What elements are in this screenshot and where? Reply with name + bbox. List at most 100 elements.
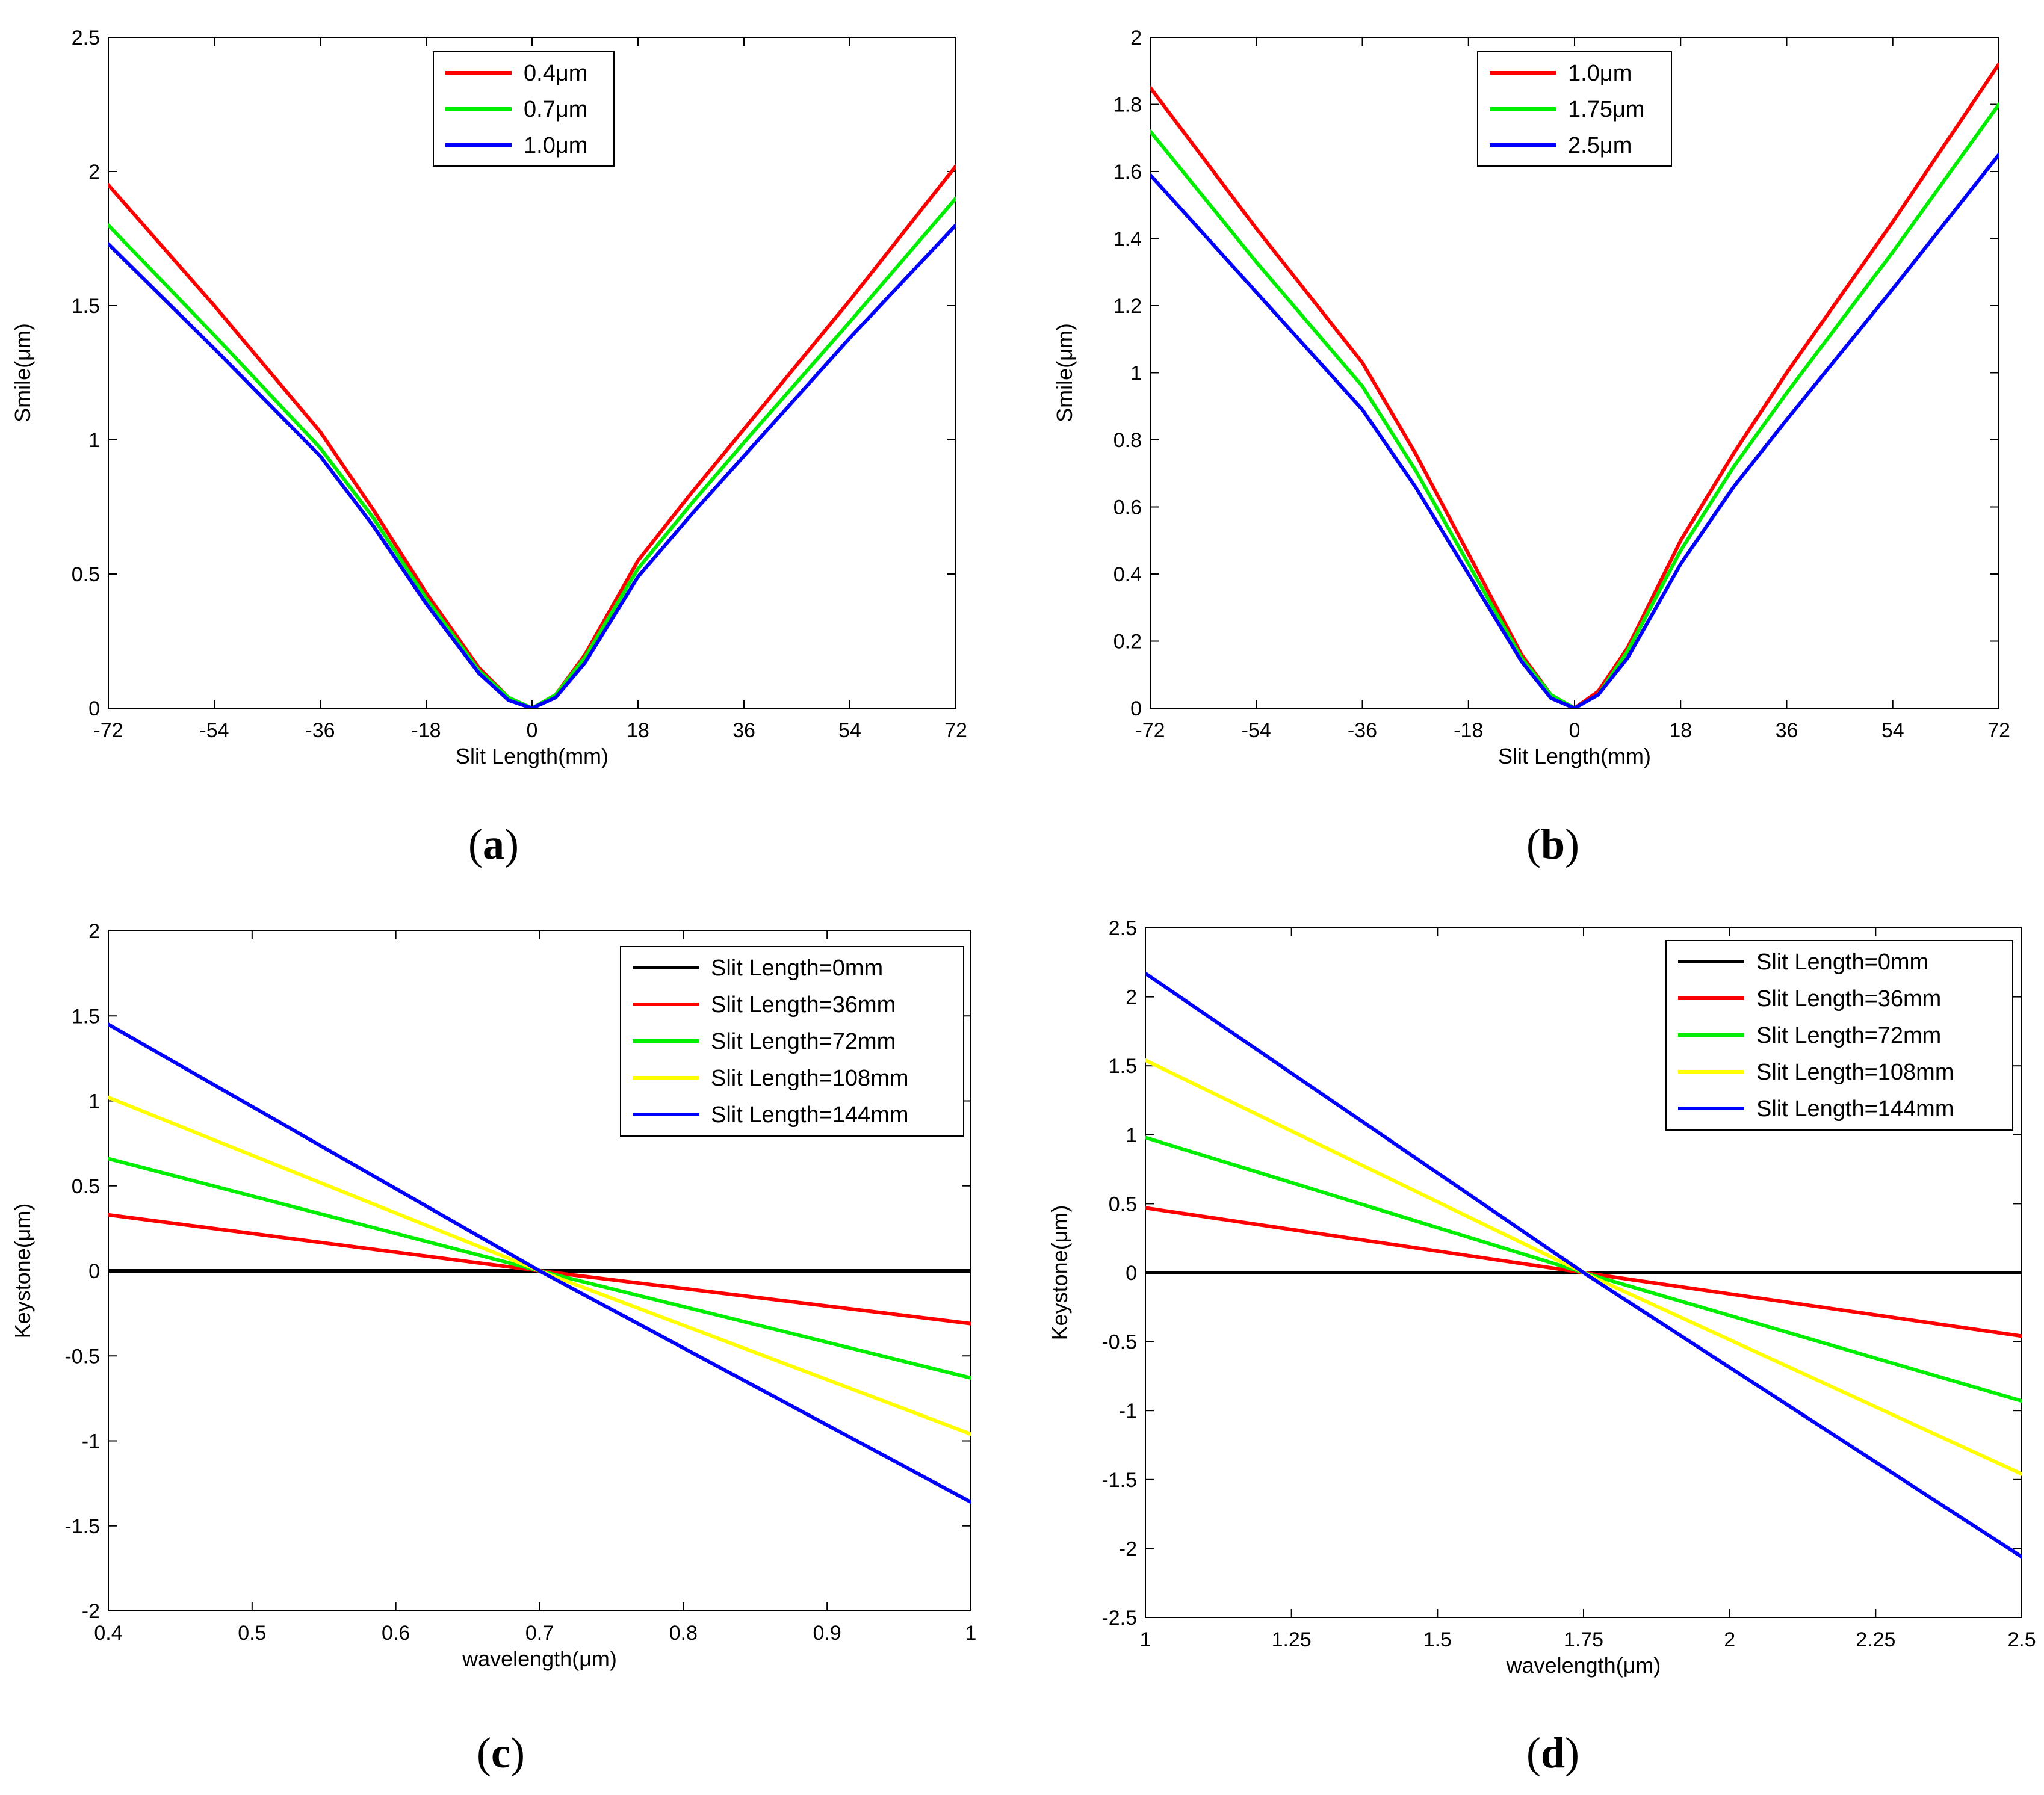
x-tick-label: 1 bbox=[965, 1622, 977, 1645]
y-tick-label: 0 bbox=[1126, 1262, 1137, 1285]
x-tick-label: -54 bbox=[1242, 719, 1271, 742]
series-group bbox=[108, 1022, 971, 1504]
legend-label: Slit Length=108mm bbox=[1756, 1060, 1954, 1085]
panel-c: 0.4 0.5 0.6 0.7 0.8 0.9 1 -2 -1.5 -1 -0.5 0 0.5 1 1.5 2… bbox=[10, 920, 976, 1777]
y-tick-label: 0.8 bbox=[1113, 429, 1142, 452]
x-axis-label: wavelength(μm) bbox=[1506, 1653, 1661, 1678]
series-line bbox=[108, 164, 956, 708]
y-tick-label: 1 bbox=[1126, 1124, 1137, 1147]
y-tick-label: 1.8 bbox=[1113, 94, 1142, 117]
y-tick-label: -2 bbox=[82, 1600, 100, 1623]
x-tick-label: 2.5 bbox=[2007, 1628, 2036, 1651]
x-tick-label: -36 bbox=[305, 719, 335, 742]
x-tick-label: 72 bbox=[1987, 719, 2010, 742]
y-tick-label: -0.5 bbox=[64, 1345, 100, 1368]
legend-label: 1.0μm bbox=[524, 133, 587, 158]
series-group bbox=[108, 164, 956, 708]
y-tick-label: 0 bbox=[88, 697, 100, 720]
x-tick-label: 2.25 bbox=[1856, 1628, 1895, 1651]
x-tick-label: 0.9 bbox=[813, 1622, 841, 1645]
x-tick-label: 2 bbox=[1724, 1628, 1735, 1651]
x-tick-label: -72 bbox=[1135, 719, 1165, 742]
panel-caption: (b) bbox=[1526, 820, 1579, 868]
x-tick-label: 1.75 bbox=[1564, 1628, 1603, 1651]
panel-caption: (c) bbox=[477, 1729, 525, 1777]
y-tick-label: 1.6 bbox=[1113, 161, 1142, 184]
series-group bbox=[1145, 971, 2022, 1559]
x-tick-label: 0.4 bbox=[94, 1622, 122, 1645]
legend-label: 1.75μm bbox=[1568, 97, 1645, 122]
series-line bbox=[108, 223, 956, 708]
legend: Slit Length=0mm Slit Length=36mm Slit Leng… bbox=[1665, 940, 2013, 1131]
x-tick-label: 18 bbox=[627, 719, 649, 742]
y-tick-label: 1 bbox=[1130, 362, 1142, 385]
x-tick-label: -18 bbox=[1454, 719, 1483, 742]
x-tick-label: 54 bbox=[838, 719, 861, 742]
y-tick-label: -2 bbox=[1119, 1537, 1137, 1560]
y-tick-label: 0.2 bbox=[1113, 631, 1142, 653]
y-tick-label: 0.4 bbox=[1113, 563, 1142, 586]
y-tick-label: 1.4 bbox=[1113, 228, 1142, 251]
x-axis-label: wavelength(μm) bbox=[462, 1646, 617, 1671]
legend-label: Slit Length=72mm bbox=[1756, 1023, 1941, 1048]
y-tick-label: 2.5 bbox=[1109, 917, 1137, 940]
x-tick-label: 54 bbox=[1881, 719, 1904, 742]
x-tick-label: 0 bbox=[1569, 719, 1581, 742]
x-axis-label: Slit Length(mm) bbox=[456, 744, 609, 768]
y-tick-label: 1.2 bbox=[1113, 295, 1142, 318]
x-tick-label: 1.25 bbox=[1272, 1628, 1312, 1651]
x-tick-label: 0.7 bbox=[525, 1622, 554, 1645]
y-tick-label: 2 bbox=[1130, 26, 1142, 49]
x-tick-label: 0 bbox=[527, 719, 538, 742]
x-tick-label: 0.5 bbox=[238, 1622, 266, 1645]
x-tick-label: 72 bbox=[944, 719, 967, 742]
y-tick-label: 0.5 bbox=[1109, 1193, 1137, 1216]
legend-label: Slit Length=144mm bbox=[1756, 1096, 1954, 1122]
y-tick-label: -1.5 bbox=[64, 1515, 100, 1538]
y-axis-label: Smile(μm) bbox=[1052, 323, 1077, 422]
legend: 1.0μm 1.75μm 2.5μm bbox=[1477, 51, 1672, 167]
y-tick-label: -0.5 bbox=[1101, 1331, 1137, 1354]
legend-label: 0.4μm bbox=[524, 61, 587, 86]
legend: Slit Length=0mm Slit Length=36mm Slit Leng… bbox=[620, 946, 964, 1137]
legend-label: Slit Length=0mm bbox=[1756, 950, 1928, 975]
legend-label: 0.7μm bbox=[524, 97, 587, 122]
y-tick-label: 0 bbox=[88, 1260, 100, 1283]
y-tick-label: 2 bbox=[1126, 986, 1137, 1009]
y-tick-label: 0.5 bbox=[72, 563, 100, 586]
panel-caption: (d) bbox=[1526, 1729, 1579, 1777]
y-tick-label: 1 bbox=[88, 1090, 100, 1113]
legend-label: Slit Length=72mm bbox=[711, 1029, 896, 1054]
y-axis-label: Smile(μm) bbox=[10, 323, 35, 422]
legend-label: 2.5μm bbox=[1568, 133, 1632, 158]
legend: 0.4μm 0.7μm 1.0μm bbox=[433, 51, 615, 167]
x-axis-label: Slit Length(mm) bbox=[1498, 744, 1651, 768]
legend-label: Slit Length=36mm bbox=[711, 992, 896, 1018]
x-tick-label: -72 bbox=[93, 719, 123, 742]
x-tick-label: 1.5 bbox=[1423, 1628, 1452, 1651]
y-tick-label: 2 bbox=[88, 161, 100, 184]
y-axis-label: Keystone(μm) bbox=[10, 1203, 35, 1339]
panel-a: -72 -54 -36 -18 0 18 36 54 72 0 0.5 1 1.5 2 2.5 Slit Le… bbox=[10, 26, 967, 868]
panel-d: 1 1.25 1.5 1.75 2 2.25 2.5 -2.5 -2 -1.5 -1 -0.5 0 0.5… bbox=[1047, 917, 2036, 1777]
series-line bbox=[108, 196, 956, 708]
y-axis-label: Keystone(μm) bbox=[1047, 1205, 1072, 1341]
panel-b: -72 -54 -36 -18 0 18 36 54 72 0 0.2 0.4 0.6 0.8 1 1.2 1.… bbox=[1052, 26, 2010, 868]
y-tick-label: -2.5 bbox=[1101, 1607, 1137, 1630]
y-tick-label: 0 bbox=[1130, 697, 1142, 720]
x-tick-label: 18 bbox=[1669, 719, 1692, 742]
series-line bbox=[1150, 153, 1999, 708]
y-tick-label: 2.5 bbox=[72, 26, 100, 49]
x-tick-label: 36 bbox=[732, 719, 755, 742]
x-tick-label: -36 bbox=[1348, 719, 1377, 742]
legend-label: Slit Length=108mm bbox=[711, 1066, 908, 1091]
y-tick-label: 2 bbox=[88, 920, 100, 943]
x-tick-label: 0.8 bbox=[669, 1622, 698, 1645]
legend-label: Slit Length=36mm bbox=[1756, 986, 1941, 1012]
series-line bbox=[108, 1022, 971, 1504]
panel-caption: (a) bbox=[468, 820, 519, 868]
y-tick-label: 0.6 bbox=[1113, 496, 1142, 519]
y-tick-label: -1 bbox=[82, 1430, 100, 1453]
y-tick-label: 0.5 bbox=[72, 1175, 100, 1198]
